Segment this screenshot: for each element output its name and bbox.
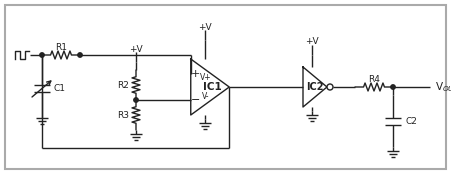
Text: C1: C1 xyxy=(54,84,66,93)
Text: V-: V- xyxy=(202,92,210,101)
Text: R1: R1 xyxy=(55,42,67,52)
Text: IC1: IC1 xyxy=(202,82,221,92)
Text: +V: +V xyxy=(129,45,143,53)
Text: R4: R4 xyxy=(368,74,380,84)
Circle shape xyxy=(391,85,395,89)
Text: +V: +V xyxy=(198,22,212,31)
Text: R3: R3 xyxy=(117,110,129,120)
Text: −: − xyxy=(191,95,200,105)
Text: +: + xyxy=(191,69,200,79)
Text: IC2: IC2 xyxy=(306,82,324,92)
Circle shape xyxy=(40,53,44,57)
Text: V+: V+ xyxy=(200,73,212,82)
Text: C2: C2 xyxy=(405,117,417,125)
Circle shape xyxy=(78,53,82,57)
Circle shape xyxy=(134,98,138,102)
Circle shape xyxy=(327,84,333,90)
Text: R2: R2 xyxy=(117,81,129,89)
Text: +V: +V xyxy=(305,38,319,46)
FancyBboxPatch shape xyxy=(5,5,446,169)
Text: V$_{OUT}$: V$_{OUT}$ xyxy=(435,80,451,94)
